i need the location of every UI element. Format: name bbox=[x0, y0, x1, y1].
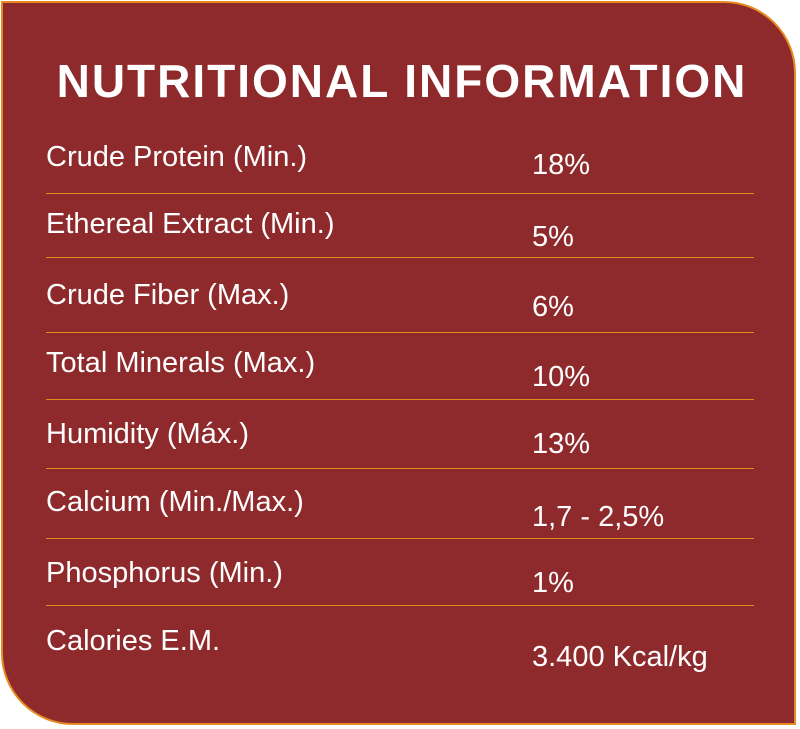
nutrient-label: Calories E.M. bbox=[46, 625, 221, 657]
row-divider bbox=[46, 399, 754, 400]
nutrient-value: 18% bbox=[532, 149, 591, 181]
nutrient-value: 3.400 Kcal/kg bbox=[532, 641, 708, 673]
nutrient-value: 13% bbox=[532, 428, 591, 460]
panel-title: NUTRITIONAL INFORMATION bbox=[56, 55, 748, 107]
nutrient-label: Humidity (Máx.) bbox=[46, 418, 250, 450]
nutrient-label: Calcium (Min./Max.) bbox=[46, 486, 304, 518]
row-divider bbox=[46, 538, 754, 539]
row-divider bbox=[46, 468, 754, 469]
nutrient-value: 5% bbox=[532, 221, 574, 253]
nutrient-value: 1,7 - 2,5% bbox=[532, 501, 665, 533]
nutrient-label: Total Minerals (Max.) bbox=[46, 347, 316, 379]
nutrient-value: 1% bbox=[532, 567, 574, 599]
row-divider bbox=[46, 257, 754, 258]
nutrient-label: Crude Protein (Min.) bbox=[46, 141, 308, 173]
nutrient-label: Phosphorus (Min.) bbox=[46, 557, 283, 589]
nutrient-value: 10% bbox=[532, 361, 591, 393]
row-divider bbox=[46, 605, 754, 606]
nutrient-value: 6% bbox=[532, 291, 574, 323]
row-divider bbox=[46, 193, 754, 194]
row-divider bbox=[46, 332, 754, 333]
nutrient-label: Ethereal Extract (Min.) bbox=[46, 208, 335, 240]
nutrient-label: Crude Fiber (Max.) bbox=[46, 279, 290, 311]
